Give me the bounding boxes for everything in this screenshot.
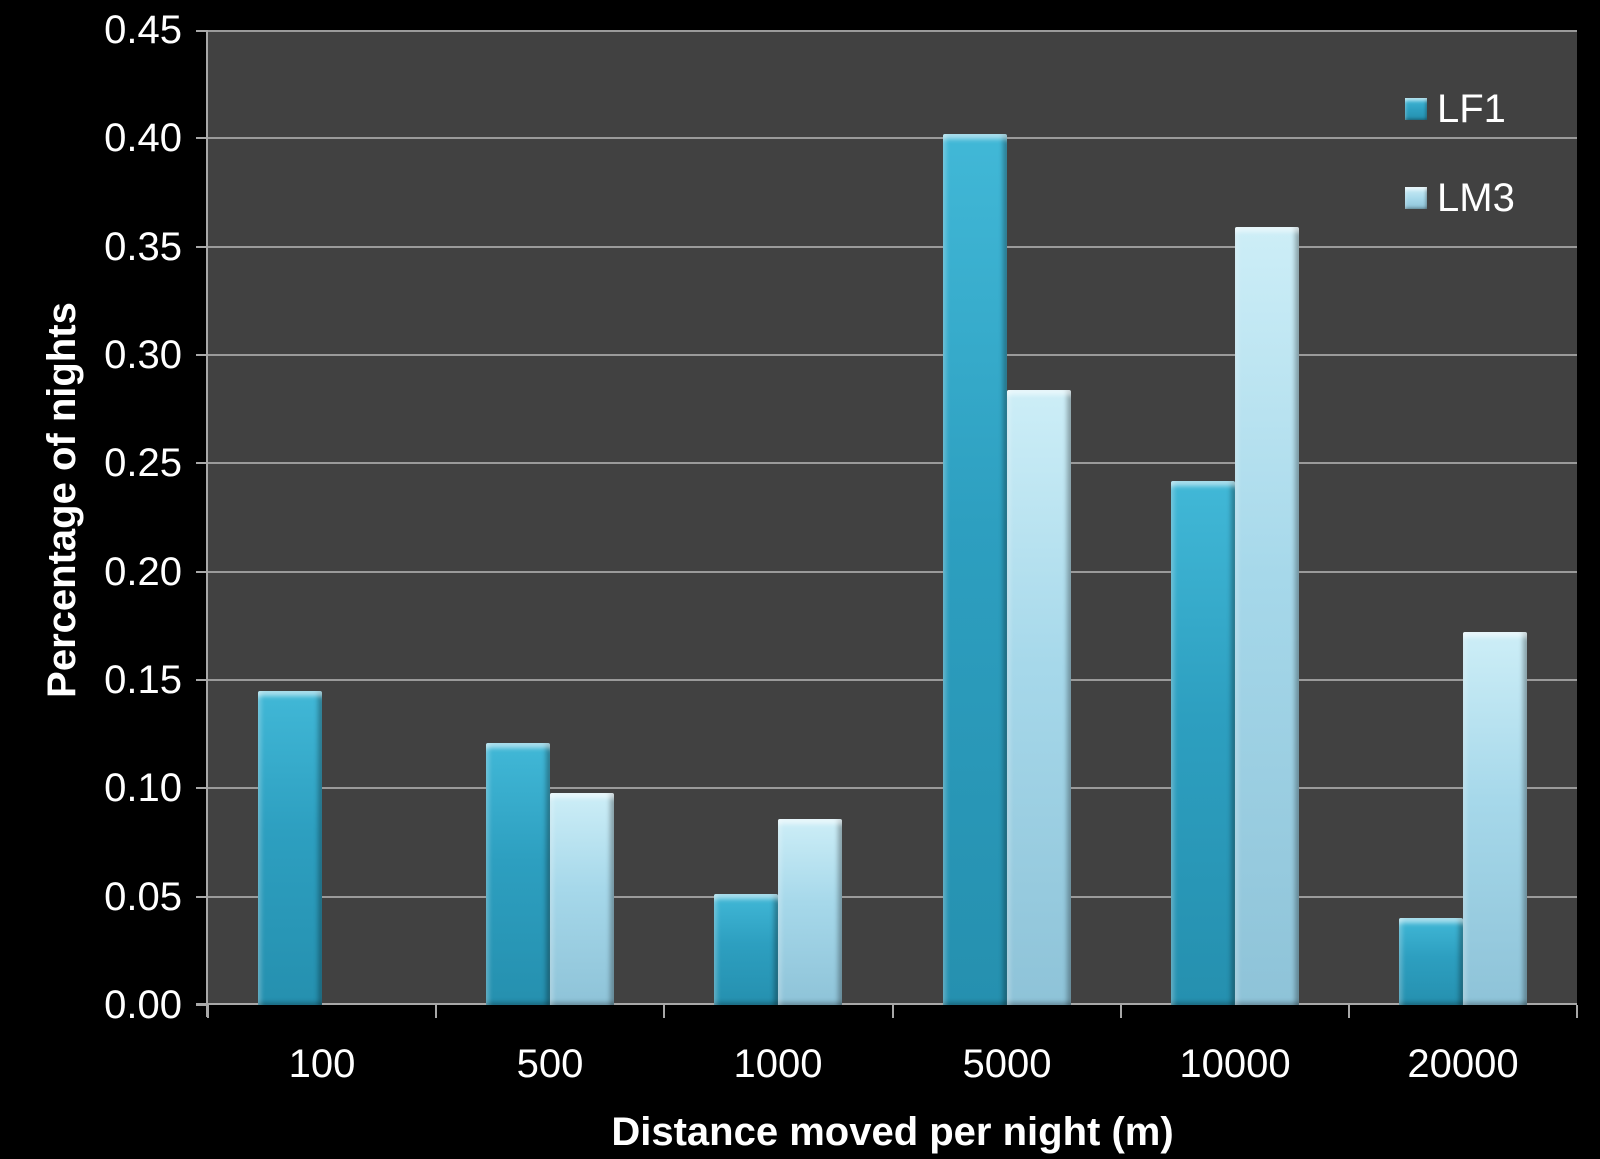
bar-LF1-100	[258, 691, 322, 1005]
gridline	[208, 354, 1577, 356]
x-axis-line	[196, 1003, 1577, 1005]
y-tick-mark	[196, 571, 208, 573]
y-tick-mark	[196, 787, 208, 789]
x-tick-mark	[1120, 1005, 1122, 1018]
x-tick-mark	[1348, 1005, 1350, 1018]
y-tick-label: 0.20	[104, 550, 182, 594]
legend-label: LF1	[1437, 87, 1506, 131]
legend-item-LM3: LM3	[1405, 174, 1575, 222]
x-tick-label: 10000	[1179, 1042, 1291, 1086]
y-tick-label: 0.35	[104, 225, 182, 269]
y-tick-label: 0.10	[104, 766, 182, 810]
bar-LF1-20000	[1399, 918, 1463, 1005]
x-tick-mark	[207, 1005, 209, 1018]
bar-LF1-10000	[1171, 481, 1235, 1005]
bar-LF1-5000	[943, 134, 1007, 1005]
y-tick-mark	[196, 896, 208, 898]
gridline	[208, 30, 1577, 32]
y-tick-mark	[196, 354, 208, 356]
x-tick-label: 20000	[1407, 1042, 1519, 1086]
bar-LF1-1000	[714, 894, 778, 1005]
plot-area: LF1 LM3	[196, 30, 1578, 1018]
gridline	[208, 896, 1577, 898]
x-tick-label: 100	[288, 1042, 356, 1086]
x-tick-label: 1000	[733, 1042, 823, 1086]
gridline	[208, 137, 1577, 139]
gridline	[208, 246, 1577, 248]
y-tick-label: 0.25	[104, 441, 182, 485]
x-tick-label: 5000	[962, 1042, 1052, 1086]
y-tick-label: 0.30	[104, 333, 182, 377]
x-tick-mark	[435, 1005, 437, 1018]
gridline	[208, 787, 1577, 789]
x-tick-mark	[892, 1005, 894, 1018]
legend-swatch-icon	[1405, 187, 1427, 209]
y-tick-mark	[196, 137, 208, 139]
y-tick-mark	[196, 246, 208, 248]
bar-LM3-1000	[778, 819, 842, 1005]
x-tick-mark	[1576, 1005, 1578, 1018]
gridline	[208, 462, 1577, 464]
x-tick-label: 500	[516, 1042, 584, 1086]
gridline	[208, 679, 1577, 681]
x-tick-mark	[663, 1005, 665, 1018]
y-tick-mark	[196, 30, 208, 32]
y-tick-mark	[196, 462, 208, 464]
bar-LF1-500	[486, 743, 550, 1005]
y-tick-mark	[196, 1004, 208, 1006]
y-axis-line	[206, 30, 208, 1017]
y-tick-label: 0.45	[104, 8, 182, 52]
bar-LM3-5000	[1007, 390, 1071, 1005]
gridline	[208, 571, 1577, 573]
y-tick-mark	[196, 679, 208, 681]
legend-label: LM3	[1437, 176, 1515, 220]
y-tick-label: 0.00	[104, 983, 182, 1027]
y-tick-label: 0.05	[104, 875, 182, 919]
bar-LM3-500	[550, 793, 614, 1005]
bar-LM3-20000	[1463, 632, 1527, 1005]
legend-swatch-icon	[1405, 98, 1427, 120]
y-tick-label: 0.15	[104, 658, 182, 702]
bar-LM3-10000	[1235, 227, 1299, 1005]
legend-item-LF1: LF1	[1405, 85, 1575, 133]
y-tick-label: 0.40	[104, 116, 182, 160]
x-axis-title: Distance moved per night (m)	[611, 1110, 1174, 1154]
